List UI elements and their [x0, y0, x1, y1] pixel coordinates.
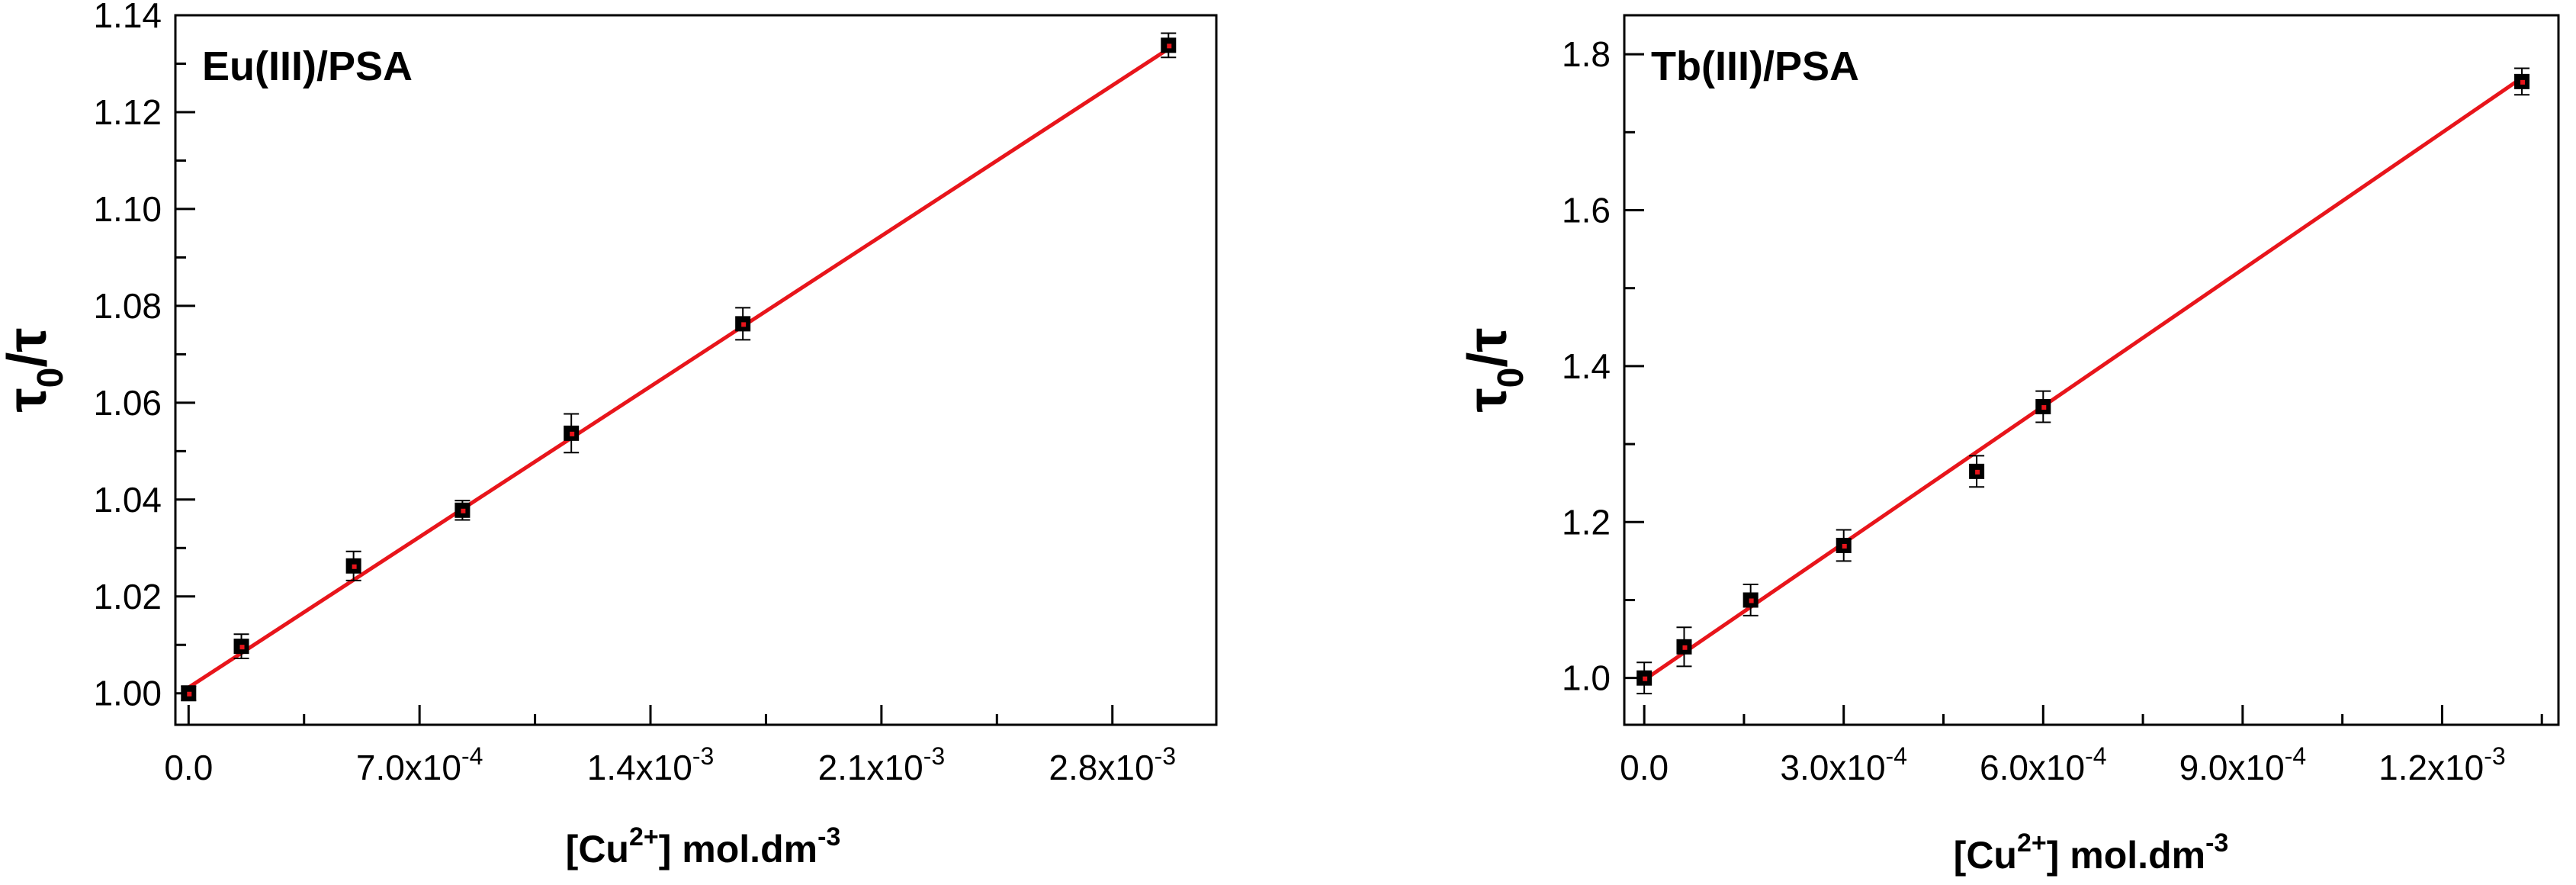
x-tick-label-base: 9.0x10: [2179, 748, 2285, 787]
x-tick-label-base: 3.0x10: [1780, 748, 1885, 787]
y-tick-label: 1.02: [93, 577, 162, 616]
data-point-fit-overlap: [2520, 79, 2526, 85]
y-tick-label: 1.4: [1562, 346, 1611, 386]
x-axis-title: [Cu2+] mol.dm-3: [566, 822, 841, 871]
linear-fit-line: [1643, 76, 2523, 682]
y-tick-label: 1.10: [93, 189, 162, 229]
data-point-fit-overlap: [239, 645, 245, 650]
y-tick-label: 1.04: [93, 480, 162, 520]
x-tick-label: 2.8x10-3: [1049, 742, 1176, 787]
x-tick-label-exponent: -4: [1886, 742, 1907, 770]
x-tick-label: 3.0x10-4: [1780, 742, 1907, 787]
data-point-fit-overlap: [352, 564, 357, 569]
y-axis-title-tau: τ: [1457, 388, 1518, 412]
x-tick-label-exponent: -4: [2285, 742, 2306, 770]
data-point-fit-overlap: [1749, 598, 1754, 603]
x-axis-title-sup: 2+: [629, 822, 659, 851]
y-tick-label: 1.00: [93, 674, 162, 713]
data-point-fit-overlap: [1682, 645, 1688, 650]
y-tick-label: 1.06: [93, 383, 162, 423]
data-point-fit-overlap: [461, 508, 466, 513]
plot-frame: [1623, 14, 2560, 726]
x-tick-label-exponent: -3: [1155, 742, 1176, 770]
x-tick-label: 7.0x10-4: [356, 742, 483, 787]
x-tick-label: 9.0x10-4: [2179, 742, 2307, 787]
x-tick-label: 1.4x10-3: [587, 742, 715, 787]
y-axis-title-rest: /τ: [0, 328, 58, 368]
x-tick-label-exponent: -4: [461, 742, 483, 770]
x-tick-label-exponent: -4: [2085, 742, 2106, 770]
x-tick-label-base: 2.1x10: [818, 748, 923, 787]
chart-panel-eu: 0.0 7.0x10-4 1.4x10-3 2.1x10-3 2.8x10-31.001…: [0, 0, 1218, 871]
x-tick-label-base: 1.4x10: [587, 748, 692, 787]
chart-panel-tb: 0.0 3.0x10-4 6.0x10-4 9.0x10-4 1.2x10-31.01.…: [1457, 14, 2560, 877]
x-tick-label: 0.0: [164, 748, 213, 787]
plot-frame: [174, 14, 1218, 726]
x-axis-title-sup2: -3: [817, 822, 840, 851]
x-tick-label: 1.2x10-3: [2378, 742, 2506, 787]
x-tick-label: 2.1x10-3: [818, 742, 946, 787]
data-point-fit-overlap: [2041, 405, 2047, 410]
y-axis-title-sub: 0: [31, 368, 71, 388]
data-point-fit-overlap: [570, 431, 575, 436]
x-tick-label: 6.0x10-4: [1980, 742, 2107, 787]
data-point-fit-overlap: [187, 691, 192, 697]
y-tick-label: 1.12: [93, 92, 162, 132]
data-point-fit-overlap: [1842, 543, 1847, 549]
y-tick-label: 1.8: [1562, 34, 1611, 74]
y-axis-title: τ0/τ: [0, 328, 71, 413]
data-point-fit-overlap: [741, 322, 747, 327]
y-axis-title-sub: 0: [1491, 368, 1531, 388]
panel-title: Eu(III)/PSA: [202, 43, 413, 89]
y-tick-label: 1.08: [93, 286, 162, 326]
x-axis-title-sup: 2+: [2017, 829, 2047, 858]
x-axis-title-pre: [Cu: [566, 828, 629, 871]
y-tick-label: 1.6: [1562, 190, 1611, 230]
y-tick-label: 1.14: [93, 0, 162, 35]
x-tick-label-base: 1.2x10: [2378, 748, 2484, 787]
x-tick-label-exponent: -3: [923, 742, 945, 770]
y-axis-title: τ0/τ: [1457, 328, 1531, 413]
x-tick-label-base: 2.8x10: [1049, 748, 1154, 787]
x-tick-label-base: 0.0: [164, 748, 213, 787]
panel-title: Tb(III)/PSA: [1651, 43, 1859, 89]
y-axis-title-rest: /τ: [1457, 328, 1518, 368]
data-point-fit-overlap: [1167, 43, 1172, 49]
y-tick-label: 1.0: [1562, 658, 1611, 698]
x-axis-title-sup2: -3: [2205, 829, 2228, 858]
x-axis-title: [Cu2+] mol.dm-3: [1954, 829, 2229, 877]
x-tick-label-exponent: -3: [692, 742, 714, 770]
x-tick-label: 0.0: [1620, 748, 1669, 787]
x-tick-label-base: 0.0: [1620, 748, 1669, 787]
linear-fit-line: [187, 47, 1170, 690]
x-axis-title-post: ] mol.dm: [2047, 834, 2205, 877]
x-axis-title-pre: [Cu: [1954, 834, 2017, 877]
x-tick-label-base: 7.0x10: [356, 748, 461, 787]
data-point-fit-overlap: [1643, 676, 1648, 681]
data-point-fit-overlap: [1975, 469, 1980, 475]
y-tick-label: 1.2: [1562, 502, 1611, 542]
y-axis-title-tau: τ: [0, 388, 58, 412]
x-tick-label-base: 6.0x10: [1980, 748, 2085, 787]
x-tick-label-exponent: -3: [2484, 742, 2505, 770]
x-axis-title-post: ] mol.dm: [659, 828, 817, 871]
